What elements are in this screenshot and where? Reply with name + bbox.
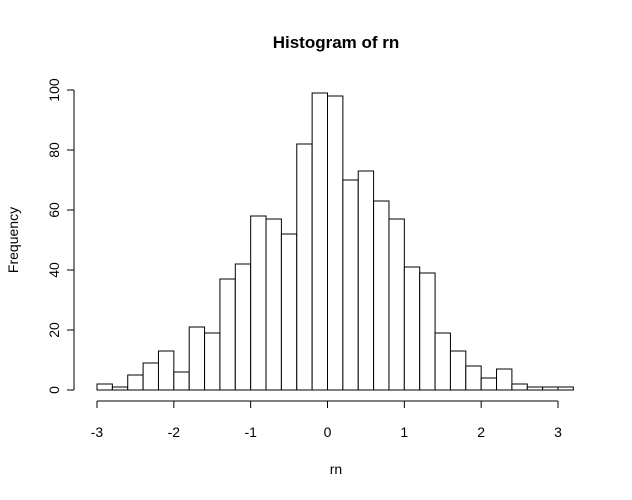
y-tick-label: 40 (46, 262, 62, 278)
histogram-bar (342, 179, 359, 391)
y-tick-label: 80 (46, 142, 62, 158)
histogram-bar (296, 143, 313, 391)
x-tick-label: 2 (477, 424, 485, 440)
histogram-bar (142, 362, 159, 391)
bars-group (96, 92, 574, 391)
y-tick-label: 100 (46, 78, 62, 102)
histogram-bar (111, 386, 129, 391)
histogram-bar (434, 332, 451, 391)
histogram-bar (403, 266, 421, 391)
histogram-bar (219, 278, 236, 391)
x-tick-label: 3 (554, 424, 562, 440)
histogram-bar (96, 383, 113, 391)
histogram-bar (173, 371, 190, 391)
histogram-bar (250, 215, 267, 391)
histogram-bar (480, 377, 498, 391)
histogram-bar (542, 386, 559, 391)
histogram-bar (188, 326, 206, 391)
chart-title: Histogram of rn (273, 33, 400, 52)
y-tick-label: 20 (46, 322, 62, 338)
histogram-bar (234, 263, 252, 391)
y-axis-label: Frequency (5, 207, 21, 273)
histogram-bar (526, 386, 544, 391)
x-tick-label: 1 (400, 424, 408, 440)
histogram-bar (557, 386, 574, 391)
histogram-bar (311, 92, 329, 391)
x-axis-label: rn (330, 461, 342, 477)
histogram-bar (388, 218, 405, 391)
histogram-bar (373, 200, 390, 391)
x-tick-label: 0 (324, 424, 332, 440)
y-tick-label: 60 (46, 202, 62, 218)
histogram-bar (157, 350, 175, 391)
histogram-bar (419, 272, 436, 391)
histogram-bar (465, 365, 482, 391)
histogram-bar (357, 170, 375, 391)
x-axis: -3 -2 -1 0 1 2 3 (91, 400, 562, 440)
histogram-bar (204, 332, 221, 391)
histogram-bar (511, 383, 528, 391)
histogram-bar (496, 368, 513, 391)
y-tick-label: 0 (46, 386, 62, 394)
x-tick-label: -2 (168, 424, 181, 440)
histogram-bar (449, 350, 467, 391)
y-axis: 0 20 40 60 80 100 (46, 78, 75, 394)
x-tick-label: -3 (91, 424, 104, 440)
x-tick-label: -1 (244, 424, 257, 440)
histogram-bar (127, 374, 144, 391)
histogram-bar (327, 95, 344, 391)
histogram-bar (280, 233, 298, 391)
histogram-bar (265, 218, 282, 391)
